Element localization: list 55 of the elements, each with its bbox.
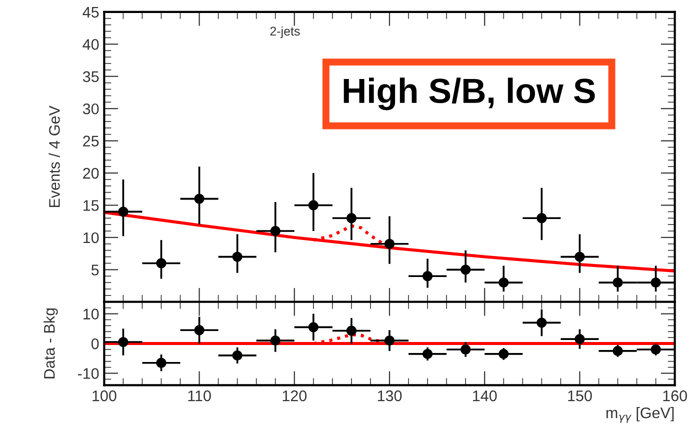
point bbox=[384, 238, 395, 249]
point bbox=[460, 264, 471, 275]
point bbox=[612, 277, 623, 288]
point bbox=[460, 344, 471, 355]
point bbox=[156, 258, 166, 268]
point bbox=[498, 277, 509, 288]
point bbox=[536, 318, 547, 328]
point bbox=[612, 346, 623, 356]
point bbox=[384, 335, 395, 346]
y-tick-label: 15 bbox=[84, 200, 99, 211]
x-tick-label: 100 bbox=[92, 390, 116, 402]
line-series bbox=[104, 210, 675, 272]
point bbox=[650, 277, 661, 288]
point bbox=[232, 252, 242, 262]
point bbox=[270, 335, 280, 346]
point bbox=[536, 213, 547, 224]
annotation: 2-jets bbox=[270, 26, 300, 38]
y-axis-title: Data - Bkg bbox=[44, 308, 58, 378]
point bbox=[156, 358, 166, 368]
point bbox=[574, 334, 585, 344]
y-tick-label: 20 bbox=[83, 168, 99, 179]
point bbox=[118, 336, 128, 348]
y-axis-title: Events / 4 GeV bbox=[48, 106, 60, 208]
point bbox=[308, 200, 319, 210]
y-tick-label: 30 bbox=[82, 103, 99, 114]
y-tick-label: 40 bbox=[82, 39, 99, 50]
x-tick-label: 140 bbox=[473, 390, 497, 402]
y-tick-label: -10 bbox=[78, 368, 99, 379]
x-axis-title: m$_{γγ}$ [GeV] bbox=[606, 407, 674, 423]
point bbox=[422, 348, 433, 360]
point bbox=[498, 348, 509, 360]
point bbox=[346, 326, 357, 336]
y-tick-label: 10 bbox=[84, 308, 99, 320]
x-tick-label: 160 bbox=[663, 390, 687, 402]
x-tick-label: 150 bbox=[568, 390, 592, 402]
point bbox=[574, 252, 585, 262]
x-tick-label: 120 bbox=[282, 390, 307, 402]
point bbox=[118, 206, 128, 217]
y-tick-label: 25 bbox=[83, 136, 99, 146]
point bbox=[422, 271, 433, 282]
point bbox=[346, 213, 357, 224]
y-tick-label: 45 bbox=[82, 6, 99, 18]
y-tick-label: 35 bbox=[82, 71, 99, 82]
y-tick-label: 0 bbox=[91, 338, 99, 350]
point bbox=[650, 344, 661, 355]
point bbox=[232, 350, 242, 361]
point bbox=[270, 226, 280, 236]
x-tick-label: 130 bbox=[378, 390, 402, 402]
point bbox=[194, 325, 204, 336]
y-tick-label: 10 bbox=[84, 232, 99, 244]
x-tick-label: 110 bbox=[188, 390, 211, 402]
point bbox=[308, 322, 319, 332]
annotation: High S/B, low S bbox=[344, 78, 595, 110]
point bbox=[194, 194, 204, 204]
y-tick-label: 5 bbox=[91, 264, 99, 276]
